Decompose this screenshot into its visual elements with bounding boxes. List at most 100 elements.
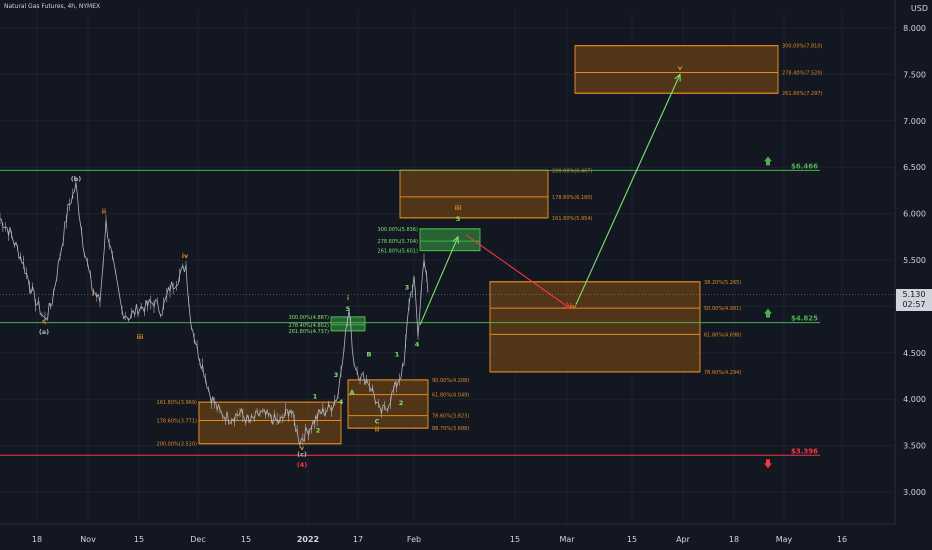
x-tick-label: 15 [134,535,144,544]
wave-label: 4 [339,398,344,406]
wave-label: B [367,351,372,359]
symbol-title[interactable]: Natural Gas Futures, 4h, NYMEX [4,3,101,10]
x-tick-label: 15 [627,535,637,544]
wave-label: iv [182,252,189,260]
y-tick-label: 4.000 [903,395,926,404]
level-down-arrow-icon [764,459,772,469]
wave-label: i [347,294,349,302]
wave-label: ii [102,208,106,216]
candle-wicks [0,177,427,449]
zone-wave-iii: 200.00%(6.467) 178.60%(6.180) 161.80%(5.95… [399,168,593,222]
arrow-to-wave-iv [465,234,572,309]
fib-label: 161.80%(3.969) [157,400,198,406]
x-tick-label: 15 [241,535,251,544]
zone-box [489,281,701,373]
currency-label[interactable]: USD [910,4,928,13]
y-tick-label: 6.500 [903,163,926,172]
y-tick-label: 3.000 [903,488,926,497]
fib-label: 278.40%(7.520) [782,71,823,77]
wave-label: c [42,317,46,325]
x-tick-label: Apr [676,535,691,544]
wave-label: 1 [313,392,318,400]
wave-label: 5 [346,305,351,313]
zone-box [347,379,429,429]
arrow-to-wave-v [575,73,681,305]
fib-label: 300.00%(4.887) [289,315,330,321]
x-tick-label: 18 [32,535,42,544]
arrow-to-wave-5 [419,235,459,326]
y-tick-label: 5.500 [903,256,926,265]
x-tick-label: 18 [729,535,739,544]
level-label: $6.466 [791,162,818,170]
x-tick-label: May [776,535,793,544]
fib-label: 61.80%(4.049) [432,393,469,399]
level-up-arrow-icon [764,156,772,166]
arrow-head-icon [452,235,459,244]
y-tick-label: 6.000 [903,210,926,219]
fib-label: 161.80%(5.954) [552,216,593,222]
y-tick-label: 7.000 [903,117,926,126]
zone-box [419,228,481,252]
x-tick-label: 16 [837,535,847,544]
lower-level: $3.396 [0,447,820,469]
zone-box [574,45,779,94]
wave-label: (4) [297,461,307,469]
fib-label: 200.00%(3.520) [157,442,198,448]
wave-label: 2 [316,427,321,435]
wave-label: (c) [297,451,307,459]
fib-label: 261.80%(5.601) [378,249,419,255]
wave-label: C [375,417,380,425]
fib-label: 178.60%(3.771) [157,418,198,424]
fib-label: 38.20%(5.265) [704,280,741,286]
fib-label: 300.00%(7.810) [782,44,823,50]
fib-label: 278.60%(5.704) [378,239,419,245]
last-price-badge: 5.130 02:57 [896,289,932,311]
fib-label: 78.60%(3.823) [432,414,469,420]
wave-label: ii [375,426,379,434]
arrow-shaft [575,74,681,305]
zone-wave-v-target: 300.00%(7.810) 278.40%(7.520) 261.80%(7.29… [574,44,823,97]
upper-level: $6.466 [0,156,820,171]
fib-label: 261.80%(4.737) [289,329,330,335]
fib-label: 88.70%(3.688) [432,426,469,432]
wave-label: A [349,389,354,397]
x-tick-label: Mar [559,535,575,544]
zone-wave-ii: 90.00%(4.208) 61.80%(4.049) 78.60%(3.823) 8… [347,378,469,432]
wave-label: 4 [415,340,420,348]
x-tick-label: Nov [80,535,96,544]
y-tick-label: 7.500 [903,70,926,79]
zone-wave-iv: 38.20%(5.265) 50.00%(4.981) 61.80%(4.698) 7… [489,280,741,376]
x-tick-label: 2022 [297,535,319,544]
wave-label: (a) [39,328,49,336]
x-tick-label: Feb [407,535,421,544]
arrow-head-icon [674,73,681,82]
x-tick-label: 17 [353,535,363,544]
level-label: $4.825 [791,315,818,323]
y-tick-label: 8.000 [903,24,926,33]
wave-label: iii [137,333,144,341]
wave-label: (b) [71,175,82,183]
wave-label: 1 [395,351,400,359]
fib-label: 61.80%(4.698) [704,332,741,338]
middle-level: $4.825 [0,308,820,324]
wave-label: v [300,444,305,452]
last-price-value: 5.130 [902,290,926,299]
bar-countdown: 02:57 [902,300,926,309]
level-label: $3.396 [791,447,818,455]
arrow-head-icon [563,301,572,309]
wave-label: iii [455,204,462,212]
zone-box [399,169,549,219]
fib-label: 278.40%(4.802) [289,323,330,329]
fib-label: 261.80%(7.297) [782,91,823,97]
level-up-arrow-icon [764,308,772,318]
wave-label: 3 [405,284,410,292]
fib-label: 300.00%(5.836) [378,227,419,233]
x-tick-label: Dec [190,535,205,544]
fib-label: 90.00%(4.208) [432,378,469,384]
fib-label: 78.60%(4.294) [704,370,741,376]
zone-wave-5-green: 300.00%(5.836) 278.60%(5.704) 261.80%(5.60… [378,227,481,255]
fib-label: 50.00%(4.981) [704,306,741,312]
price-series-line [0,182,429,447]
